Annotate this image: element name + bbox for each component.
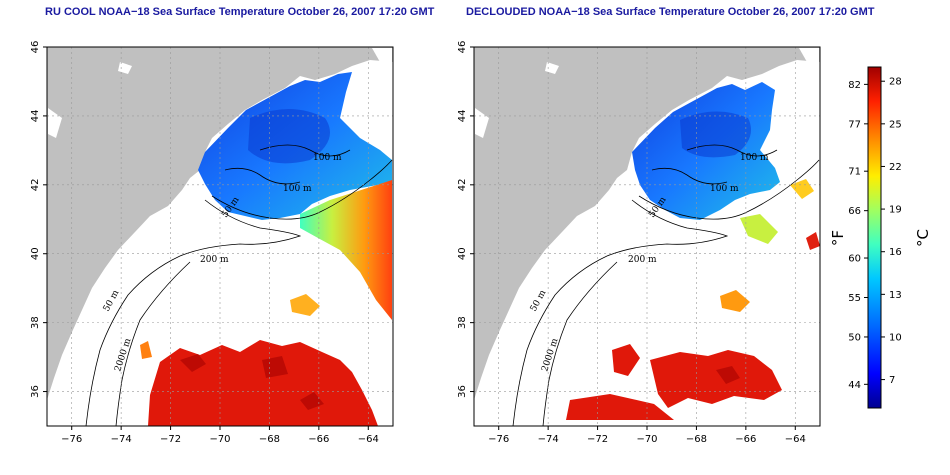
fahrenheit-tick-label: 77 [848, 119, 861, 130]
right-warm-fleck-2 [806, 232, 820, 250]
left-lat-tick-label: 46 [30, 41, 41, 54]
fahrenheit-tick-label: 66 [848, 206, 861, 217]
celsius-tick-label: 22 [889, 162, 902, 173]
left-gulf-stream-band [300, 180, 392, 320]
left-lat-tick-label: 36 [30, 385, 41, 398]
right-lon-tick-label: −68 [686, 434, 707, 445]
fahrenheit-tick-label: 44 [848, 380, 861, 391]
left-sst-map: 100 m 100 m 200 m 50 m 2000 m 50 m −76 −7… [30, 41, 394, 445]
celsius-tick-label: 16 [889, 247, 902, 258]
right-axis-ticks: −76 −74 −72 −70 −68 −66 −64 46 44 42 40 38 36 [457, 41, 806, 445]
left-lat-tick-label: 40 [30, 247, 41, 260]
left-lon-tick-label: −74 [111, 434, 132, 445]
celsius-tick-label: 13 [889, 290, 902, 301]
right-isobaths [512, 144, 820, 427]
right-contour-label-2: 100 m [710, 184, 739, 194]
celsius-tick-label: 10 [889, 332, 902, 343]
right-lake-2 [475, 108, 489, 138]
celsius-tick-label: 25 [889, 119, 902, 130]
right-lat-tick-label: 42 [457, 178, 468, 191]
left-lat-tick-label: 44 [30, 110, 41, 123]
left-lake-3 [372, 48, 392, 66]
right-land-mass [474, 47, 820, 400]
right-lon-tick-label: −76 [488, 434, 509, 445]
right-lon-tick-label: −64 [785, 434, 806, 445]
left-warm-fleck [140, 341, 152, 359]
left-panel-title: RU COOL NOAA−18 Sea Surface Temperature … [45, 6, 435, 18]
colorbar-fahrenheit-ticks: 82 77 71 66 60 55 50 44 [848, 80, 868, 391]
right-lon-tick-label: −70 [636, 434, 657, 445]
colorbar-celsius-ticks: 28 25 22 19 16 13 10 7 [881, 77, 902, 386]
left-contour-label-2: 100 m [283, 184, 312, 194]
left-lon-tick-label: −76 [61, 434, 82, 445]
fahrenheit-tick-label: 60 [848, 254, 861, 265]
right-lat-tick-label: 46 [457, 41, 468, 54]
right-map-frame [473, 46, 821, 427]
left-lon-tick-label: −68 [259, 434, 280, 445]
right-lat-tick-label: 38 [457, 316, 468, 329]
left-warm-eddy [290, 294, 320, 316]
celsius-tick-label: 7 [889, 375, 895, 386]
right-lon-tick-label: −74 [538, 434, 559, 445]
right-warm-eddy [720, 290, 750, 312]
right-lon-tick-label: −66 [735, 434, 756, 445]
celsius-unit-label: °C [914, 229, 932, 247]
left-isobaths [85, 144, 393, 427]
fahrenheit-tick-label: 71 [848, 167, 861, 178]
temperature-colorbar: 82 77 71 66 60 55 50 44 28 25 22 19 16 13 10 7 °F °C [829, 66, 932, 409]
left-land-mass [47, 47, 393, 400]
left-lon-tick-label: −72 [160, 434, 181, 445]
celsius-tick-label: 19 [889, 205, 902, 216]
fahrenheit-tick-label: 50 [848, 332, 861, 343]
left-graticule [47, 46, 393, 426]
right-lat-tick-label: 40 [457, 247, 468, 260]
right-panel-title: DECLOUDED NOAA−18 Sea Surface Temperatur… [466, 6, 875, 18]
right-warm-fleck-1 [790, 179, 814, 199]
left-lon-tick-label: −70 [209, 434, 230, 445]
left-contour-label-1: 100 m [313, 153, 342, 163]
left-lat-tick-label: 42 [30, 178, 41, 191]
left-contour-label-3: 200 m [200, 255, 229, 265]
left-lon-tick-label: −64 [358, 434, 379, 445]
celsius-tick-label: 28 [889, 77, 902, 88]
right-lat-tick-label: 36 [457, 385, 468, 398]
right-contour-label-1: 100 m [740, 153, 769, 163]
left-map-frame [46, 46, 394, 427]
left-lake-2 [48, 108, 62, 138]
left-warm-core [180, 354, 324, 410]
left-lat-tick-label: 38 [30, 316, 41, 329]
right-lake-3 [799, 48, 819, 66]
fahrenheit-tick-label: 55 [848, 293, 861, 304]
right-contour-label-3: 200 m [628, 255, 657, 265]
colorbar-gradient [867, 66, 882, 409]
right-lon-tick-label: −72 [587, 434, 608, 445]
left-lon-tick-label: −66 [308, 434, 329, 445]
fahrenheit-tick-label: 82 [848, 80, 861, 91]
left-axis-ticks: −76 −74 −72 −70 −68 −66 −64 46 44 42 40 38 36 [30, 41, 379, 445]
right-slope-water [740, 214, 778, 244]
right-warm-core [716, 366, 740, 384]
left-lake-1 [118, 62, 132, 74]
fahrenheit-unit-label: °F [829, 230, 847, 246]
right-sst-map: 100 m 100 m 200 m 50 m 2000 m 50 m −76 −7… [457, 41, 821, 445]
right-lat-tick-label: 44 [457, 110, 468, 123]
right-warm-patch-south [566, 344, 782, 420]
right-cold-core [680, 111, 752, 158]
right-graticule [474, 46, 820, 426]
right-lake-1 [545, 62, 559, 74]
